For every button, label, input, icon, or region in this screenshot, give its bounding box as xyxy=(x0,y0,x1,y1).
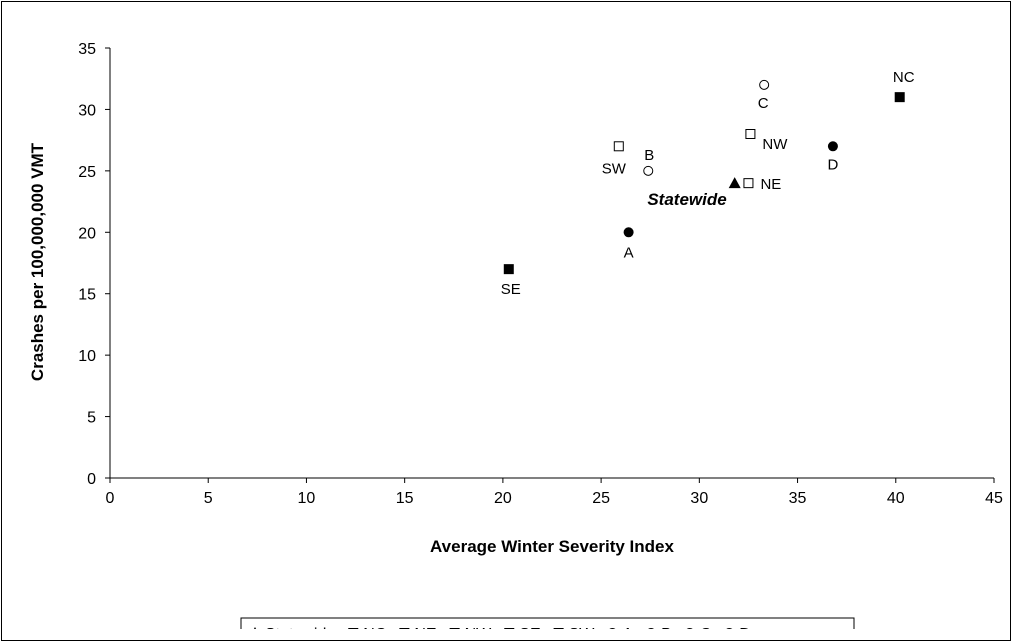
legend-label: B xyxy=(661,626,672,629)
point-a: A xyxy=(624,227,634,261)
x-tick-label: 15 xyxy=(396,490,414,507)
legend-label: A xyxy=(622,626,633,629)
marker-ne xyxy=(743,178,754,189)
point-label-nw: NW xyxy=(762,136,788,153)
point-c: C xyxy=(758,79,770,112)
marker-a xyxy=(623,227,634,238)
legend-label: C xyxy=(700,626,712,629)
y-tick-label: 30 xyxy=(78,102,96,119)
x-tick-label: 10 xyxy=(298,490,316,507)
y-tick-label: 5 xyxy=(87,410,96,427)
marker-nw xyxy=(745,129,756,139)
point-label-c: C xyxy=(758,95,769,112)
legend-label: NE xyxy=(414,626,436,629)
point-label-sw: SW xyxy=(602,160,627,177)
legend-label: SW xyxy=(569,626,596,629)
point-sw: SW xyxy=(602,141,627,177)
point-nc: NC xyxy=(893,69,915,103)
y-tick-label: 0 xyxy=(87,471,96,488)
marker-sw xyxy=(613,141,624,152)
point-label-b: B xyxy=(644,147,654,164)
point-label-nc: NC xyxy=(893,69,915,86)
legend-box xyxy=(240,617,855,629)
point-ne: NE xyxy=(743,176,781,193)
legend-label: NW xyxy=(465,626,493,629)
marker-b xyxy=(643,165,654,176)
point-nw: NW xyxy=(745,129,788,153)
axes xyxy=(109,48,994,479)
y-tick-label: 15 xyxy=(78,287,96,304)
point-statewide: Statewide xyxy=(647,177,741,209)
marker-nc xyxy=(894,92,905,103)
x-tick-label: 45 xyxy=(985,490,1003,507)
ticks: 0 5 10 15 20 25 30 35 40 45 0 5 10 15 20 25 30 35 xyxy=(78,41,1003,507)
y-tick-label: 25 xyxy=(78,164,96,181)
point-label-d: D xyxy=(827,156,838,173)
point-label-statewide: Statewide xyxy=(647,190,726,209)
point-se: SE xyxy=(501,264,521,298)
point-label-se: SE xyxy=(501,281,521,298)
legend: Statewide NC NE NW SE SW A B C D xyxy=(240,617,855,629)
point-d: D xyxy=(827,141,838,173)
marker-statewide xyxy=(728,177,741,189)
x-tick-label: 40 xyxy=(887,490,905,507)
y-tick-label: 20 xyxy=(78,225,96,242)
marker-d xyxy=(827,141,838,152)
x-axis-title: Average Winter Severity Index xyxy=(430,537,674,556)
legend-label: NC xyxy=(363,626,386,629)
x-tick-label: 30 xyxy=(690,490,708,507)
point-label-a: A xyxy=(624,244,634,261)
point-b: B xyxy=(643,147,654,176)
x-tick-label: 5 xyxy=(204,490,213,507)
y-tick-label: 35 xyxy=(78,41,96,58)
legend-label: SE xyxy=(519,626,540,629)
marker-se xyxy=(503,264,514,275)
x-tick-label: 0 xyxy=(106,490,115,507)
y-axis-title: Crashes per 100,000,000 VMT xyxy=(28,142,47,381)
point-label-ne: NE xyxy=(760,176,781,193)
x-tick-label: 20 xyxy=(494,490,512,507)
legend-label: Statewide xyxy=(265,626,335,629)
y-tick-label: 10 xyxy=(78,348,96,365)
data-points: Statewide NC NE NW SE SW A B C D xyxy=(501,69,915,298)
x-tick-label: 25 xyxy=(592,490,610,507)
legend-label: D xyxy=(739,626,751,629)
marker-c xyxy=(759,79,770,90)
x-tick-label: 35 xyxy=(789,490,807,507)
